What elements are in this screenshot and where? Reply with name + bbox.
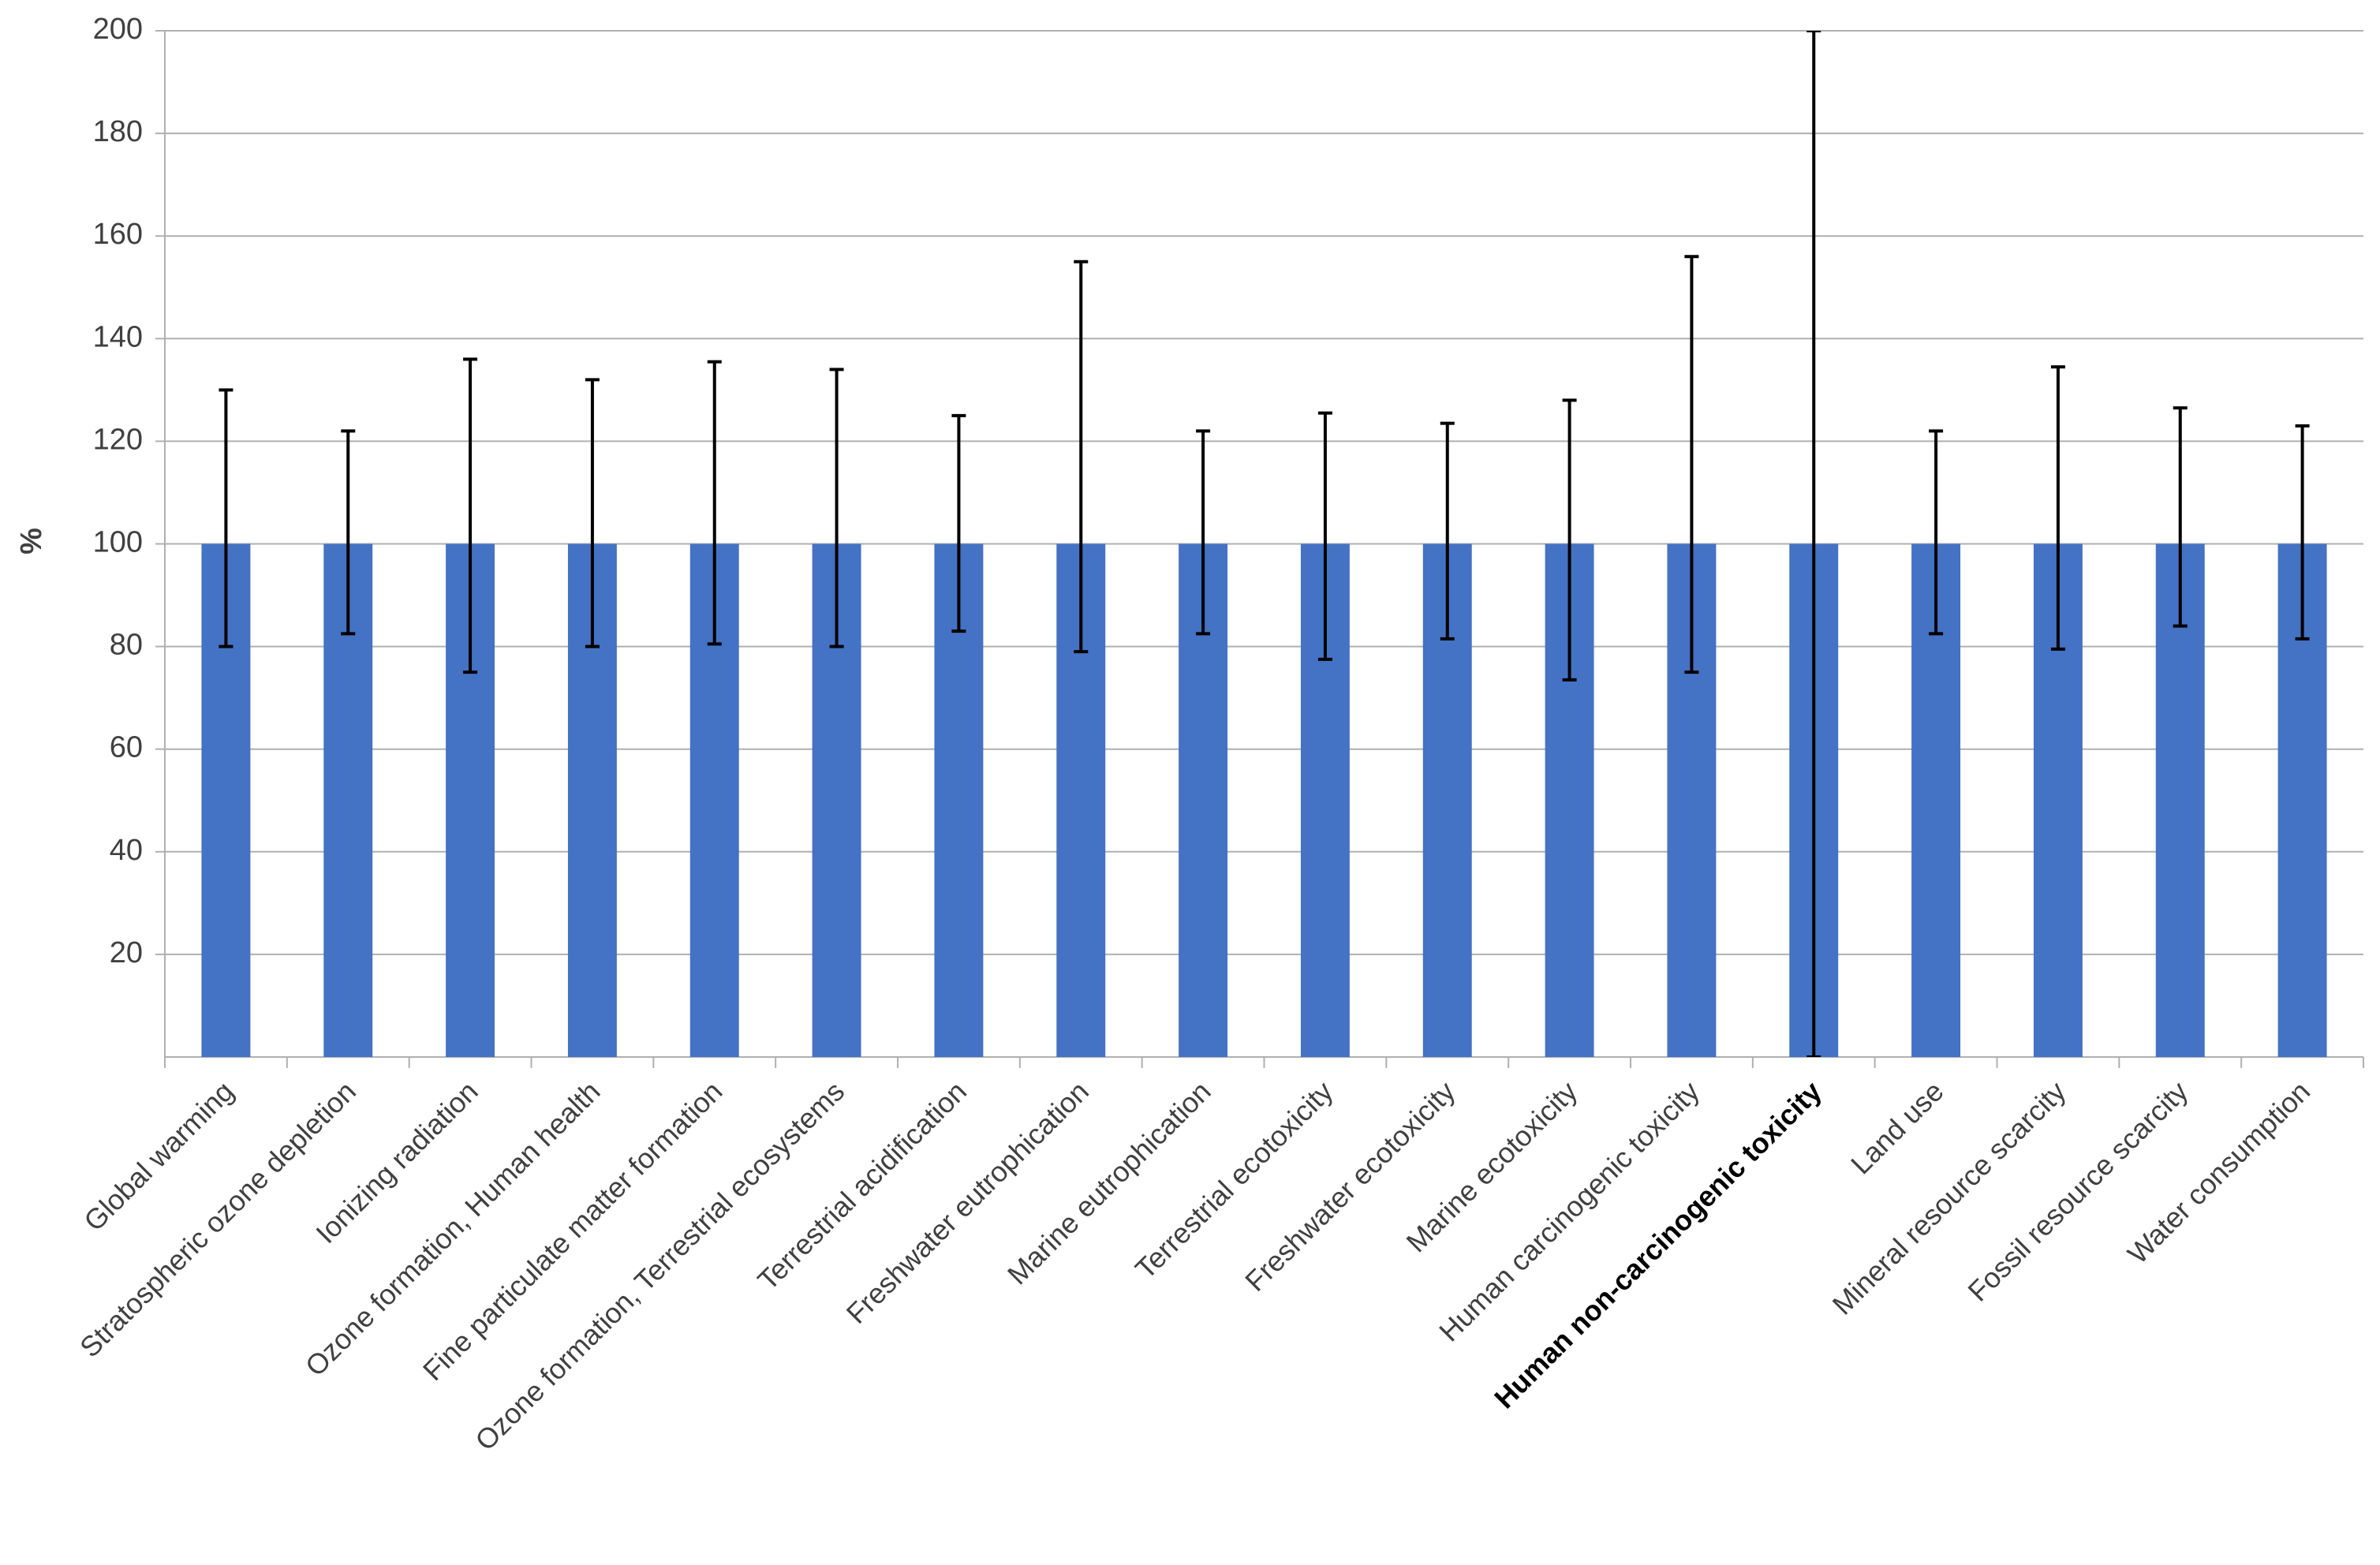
y-tick-label: 160 (93, 218, 143, 251)
error-bar-upper (951, 413, 966, 544)
error-bar-lower (1562, 543, 1577, 682)
y-tick-label: 200 (93, 13, 143, 46)
error-bar-lower (219, 543, 234, 648)
error-bar-lower (585, 543, 600, 648)
y-axis-label: % (15, 528, 48, 555)
y-tick-label: 60 (110, 731, 143, 764)
error-bar-upper (829, 368, 844, 544)
error-bar-upper (1074, 260, 1089, 544)
x-tick-label: Freshwater eutrophication (840, 1075, 1095, 1330)
error-bar-upper (341, 429, 356, 544)
error-bar-upper (2050, 365, 2065, 544)
error-bar-upper (1440, 421, 1455, 544)
error-bar-upper (1929, 429, 1944, 544)
error-bar-lower (1684, 543, 1699, 674)
error-bar-lower (829, 543, 844, 648)
error-bar-lower (951, 543, 966, 633)
y-tick-label: 20 (110, 936, 143, 969)
error-bar-upper (1196, 429, 1211, 544)
y-tick-label: 180 (93, 115, 143, 148)
error-bar-lower (1806, 543, 1821, 1057)
error-bar-lower (2173, 543, 2188, 628)
error-bar-lower (341, 543, 356, 636)
x-tick-label: Terrestrial acidification (751, 1075, 973, 1297)
error-bar-upper (2173, 406, 2188, 544)
error-bar-lower (707, 543, 722, 646)
error-bar-lower (2050, 543, 2065, 651)
y-tick-label: 80 (110, 629, 143, 662)
error-bar-lower (1196, 543, 1211, 636)
error-bar-upper (219, 388, 234, 544)
error-bar-lower (1440, 543, 1455, 641)
x-tick-label: Terrestrial ecotoxicity (1129, 1075, 1339, 1286)
x-tick-label: Fossil resource scarcity (1961, 1075, 2194, 1308)
bar (2155, 543, 2205, 1057)
error-bar-lower (1317, 543, 1332, 661)
error-bar-upper (1562, 398, 1577, 544)
x-tick-label: Land use (1844, 1075, 1950, 1181)
error-bar-lower (2295, 543, 2310, 641)
error-bar-upper (463, 357, 478, 544)
error-bar-lower (463, 543, 478, 674)
x-tick-label: Freshwater ecotoxicity (1239, 1075, 1461, 1298)
error-bar-upper (1806, 31, 1821, 544)
error-bar-upper (1684, 255, 1699, 544)
plot-area (201, 31, 2327, 1057)
x-tick-label: Human carcinogenic toxicity (1433, 1075, 1706, 1348)
error-bar-upper (707, 360, 722, 544)
error-bar-upper (585, 378, 600, 544)
y-tick-label: 140 (93, 320, 143, 353)
x-tick-label: Mineral resource scarcity (1826, 1075, 2072, 1321)
error-bar-upper (2295, 424, 2310, 544)
error-bar-lower (1074, 543, 1089, 654)
x-tick-label: Marine eutrophication (1001, 1075, 1217, 1291)
error-bar-upper (1317, 411, 1332, 544)
y-tick-label: 120 (93, 423, 143, 456)
y-tick-label: 40 (110, 834, 143, 867)
y-tick-label: 100 (93, 526, 143, 559)
error-bar-lower (1929, 543, 1944, 636)
